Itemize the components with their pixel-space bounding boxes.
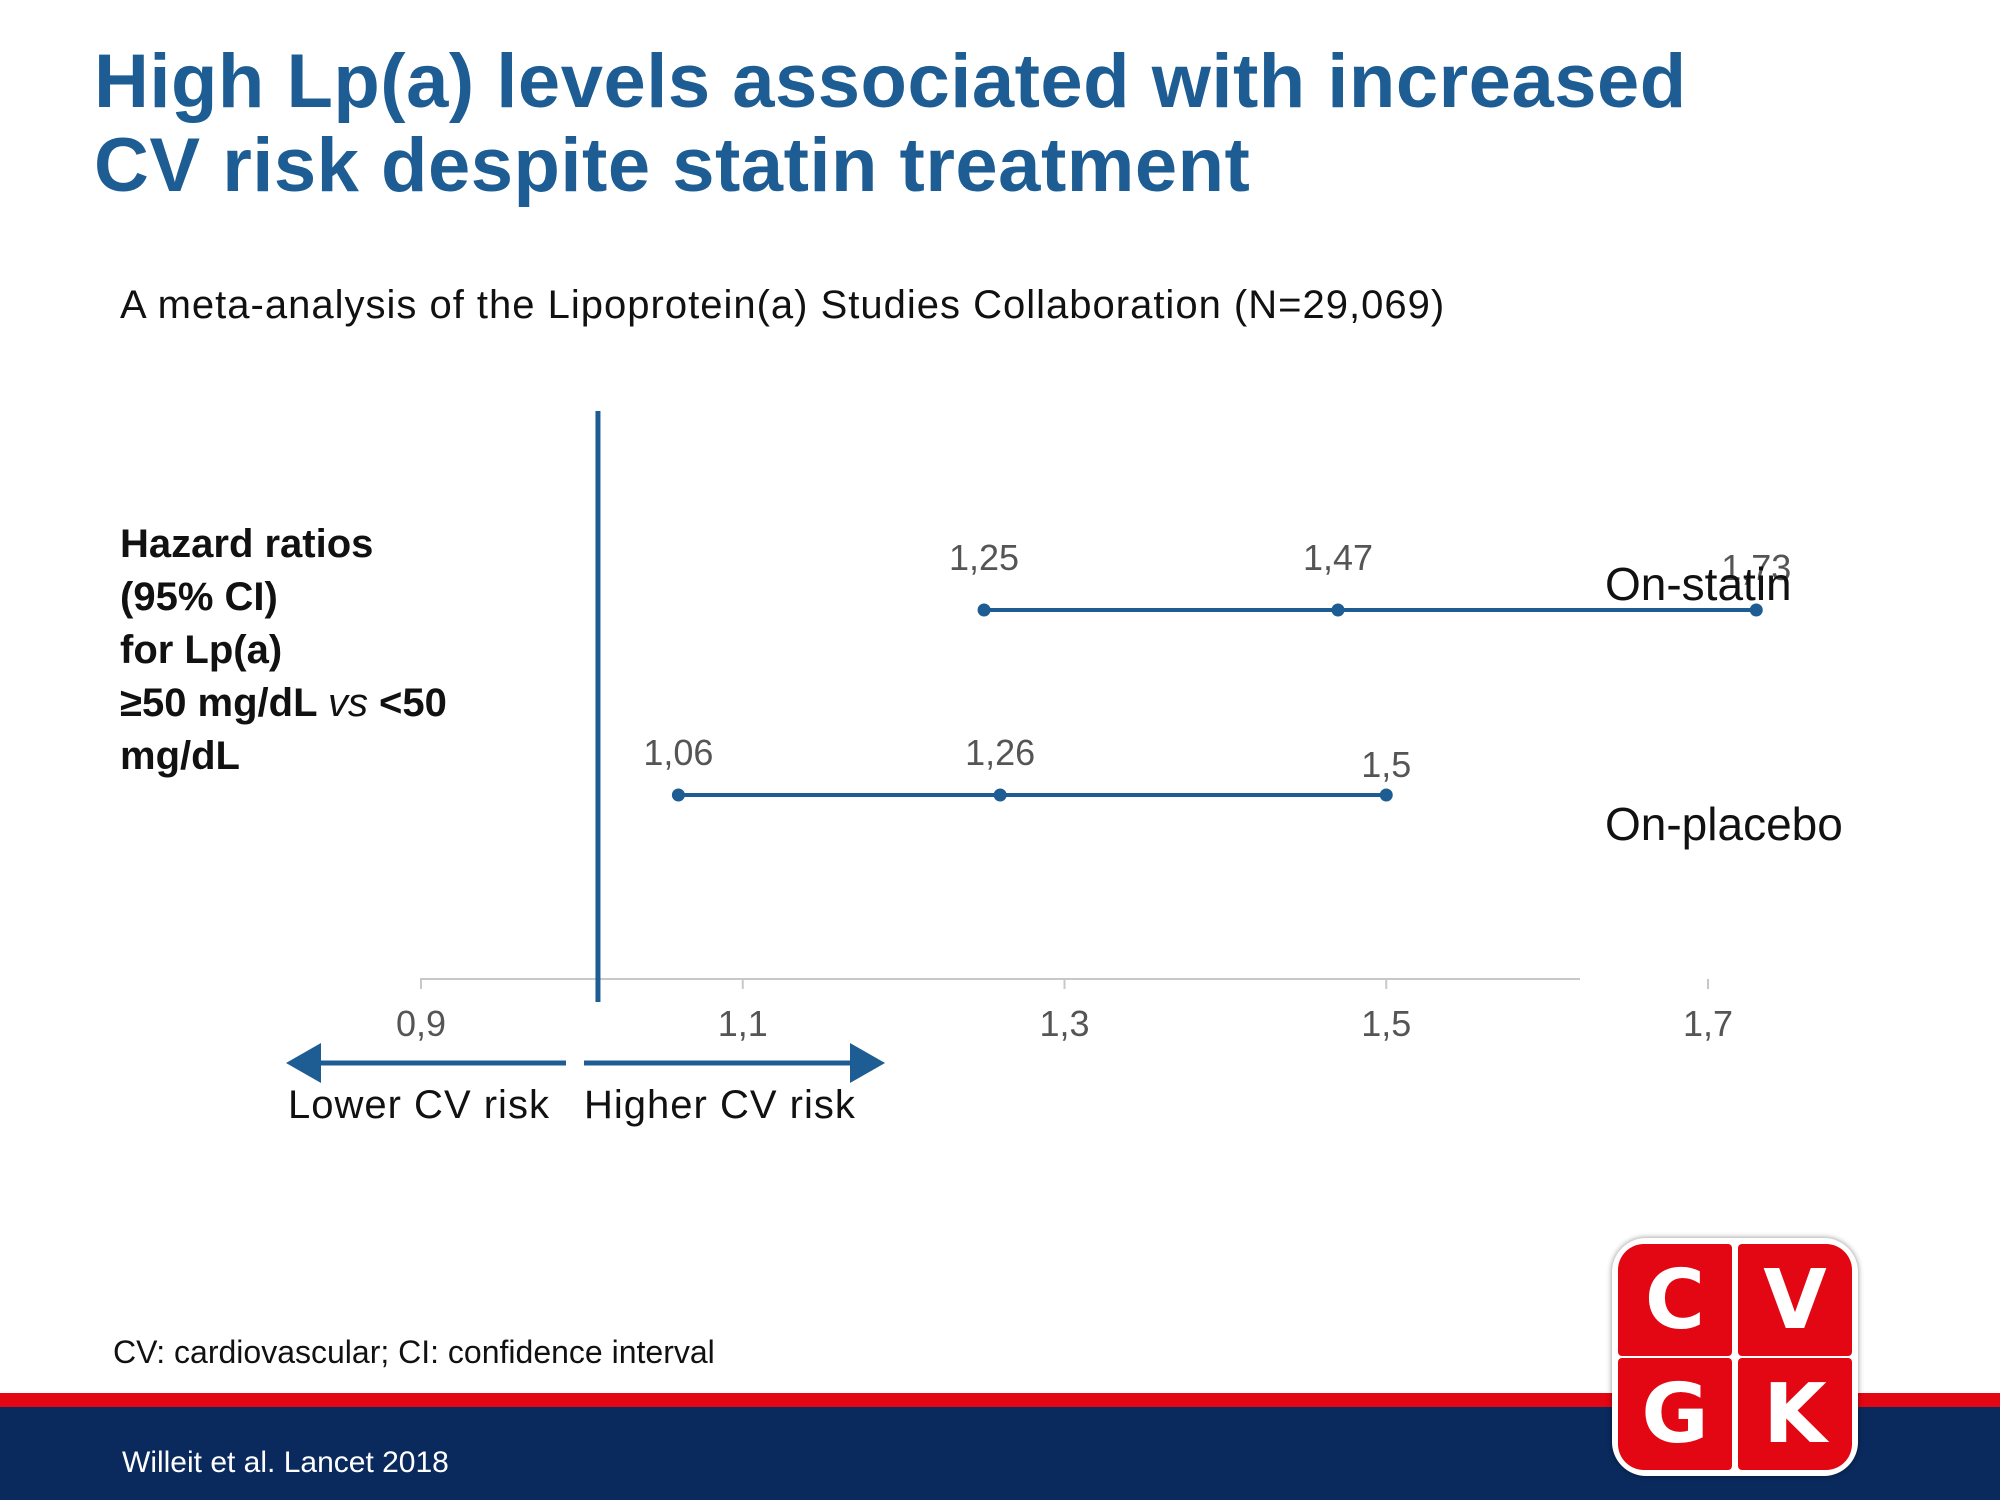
data-label: 1,26 [965, 732, 1035, 773]
footnote: CV: cardiovascular; CI: confidence inter… [113, 1334, 715, 1370]
ci-high-point [1749, 603, 1763, 617]
x-tick-label: 0,9 [396, 1003, 446, 1044]
y-label-line-2: (95% CI) [120, 575, 278, 619]
x-tick-label: 1,5 [1361, 1003, 1411, 1044]
series-label: On-statin [1605, 558, 1792, 610]
y-axis-label: Hazard ratios (95% CI) for Lp(a) ≥50 mg/… [120, 518, 540, 783]
hazard-ratio-point [1331, 603, 1345, 617]
data-label: 1,47 [1303, 537, 1373, 578]
logo-letter-k: K [1738, 1358, 1852, 1470]
logo-letter-c: C [1618, 1244, 1732, 1356]
x-tick-label: 1,3 [1039, 1003, 1089, 1044]
logo-letter-g: G [1618, 1358, 1732, 1470]
x-tick-label: 1,1 [718, 1003, 768, 1044]
hazard-ratio-point [993, 788, 1007, 802]
title-line-1: High Lp(a) levels associated with increa… [94, 39, 1687, 124]
data-label: 1,25 [949, 537, 1019, 578]
x-tick-label: 1,7 [1683, 1003, 1733, 1044]
ci-high-point [1379, 788, 1393, 802]
footer-red-band [0, 1393, 2000, 1407]
title-line-2: CV risk despite statin treatment [94, 123, 1251, 208]
ci-low-point [977, 603, 991, 617]
y-label-vs: vs [327, 681, 368, 725]
y-label-line-5: mg/dL [120, 734, 240, 778]
y-label-threshold-low: <50 [367, 681, 447, 725]
x-axis-ticks: 0,9 1,1 1,3 1,5 1,7 [396, 979, 1733, 1044]
data-label: 1,06 [643, 732, 713, 773]
logo-letter-v: V [1738, 1244, 1852, 1356]
series-on-placebo: 1,06 1,26 1,5 On-placebo [643, 732, 1842, 850]
higher-risk-label: Higher CV risk [584, 1083, 856, 1127]
y-label-line-4: ≥50 mg/dL vs <50 [120, 677, 540, 730]
reference-citation: Willeit et al. Lancet 2018 [122, 1446, 449, 1479]
slide-subtitle: A meta-analysis of the Lipoprotein(a) St… [120, 283, 1446, 327]
y-label-threshold-high: ≥50 mg/dL [120, 681, 328, 725]
slide-title: High Lp(a) levels associated with increa… [94, 40, 1974, 208]
series-label: On-placebo [1605, 798, 1843, 850]
data-label: 1,73 [1721, 547, 1791, 588]
y-label-line-3: for Lp(a) [120, 628, 283, 672]
y-label-line-1: Hazard ratios [120, 522, 374, 566]
cvgk-logo: C V G K [1612, 1238, 1858, 1476]
ci-low-point [671, 788, 685, 802]
data-label: 1,5 [1361, 744, 1411, 785]
lower-risk-label: Lower CV risk [288, 1083, 550, 1127]
